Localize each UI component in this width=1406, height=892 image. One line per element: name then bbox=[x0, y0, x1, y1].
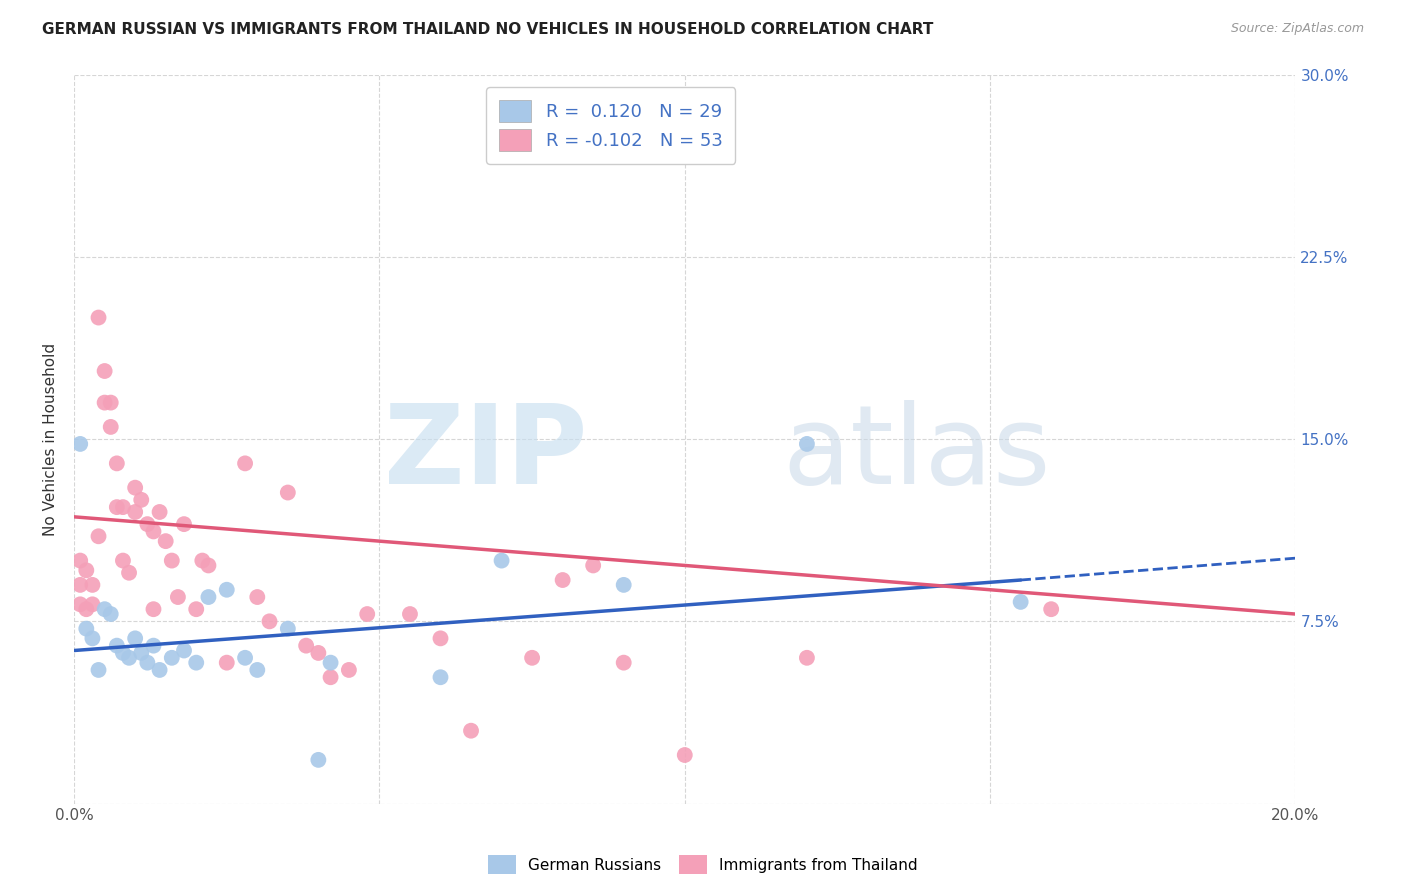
Point bbox=[1040, 602, 1063, 616]
Point bbox=[399, 607, 422, 621]
Point bbox=[796, 650, 818, 665]
Point bbox=[82, 632, 104, 646]
Point bbox=[429, 670, 451, 684]
Point bbox=[93, 364, 115, 378]
Point bbox=[93, 602, 115, 616]
Point bbox=[155, 534, 177, 549]
Point bbox=[100, 607, 122, 621]
Text: GERMAN RUSSIAN VS IMMIGRANTS FROM THAILAND NO VEHICLES IN HOUSEHOLD CORRELATION : GERMAN RUSSIAN VS IMMIGRANTS FROM THAILA… bbox=[42, 22, 934, 37]
Point bbox=[142, 524, 165, 539]
Point bbox=[129, 492, 152, 507]
Point bbox=[796, 437, 818, 451]
Point bbox=[491, 553, 513, 567]
Point bbox=[124, 481, 146, 495]
Point bbox=[246, 663, 269, 677]
Point bbox=[1010, 595, 1032, 609]
Point bbox=[69, 598, 91, 612]
Point bbox=[186, 656, 208, 670]
Point bbox=[246, 590, 269, 604]
Point bbox=[259, 615, 281, 629]
Point bbox=[173, 517, 195, 532]
Point bbox=[118, 650, 141, 665]
Point bbox=[337, 663, 360, 677]
Point bbox=[295, 639, 318, 653]
Point bbox=[75, 622, 97, 636]
Legend: R =  0.120   N = 29, R = -0.102   N = 53: R = 0.120 N = 29, R = -0.102 N = 53 bbox=[486, 87, 735, 164]
Text: ZIP: ZIP bbox=[384, 401, 588, 508]
Point bbox=[69, 578, 91, 592]
Point bbox=[111, 553, 134, 567]
Point bbox=[105, 500, 128, 515]
Point bbox=[215, 656, 238, 670]
Point bbox=[277, 485, 299, 500]
Point bbox=[142, 602, 165, 616]
Point bbox=[82, 598, 104, 612]
Point bbox=[124, 505, 146, 519]
Point bbox=[118, 566, 141, 580]
Point bbox=[191, 553, 214, 567]
Point bbox=[277, 622, 299, 636]
Point bbox=[105, 456, 128, 470]
Point bbox=[149, 663, 172, 677]
Point bbox=[136, 517, 159, 532]
Point bbox=[551, 573, 574, 587]
Point bbox=[429, 632, 451, 646]
Point bbox=[460, 723, 482, 738]
Point bbox=[87, 663, 110, 677]
Point bbox=[149, 505, 172, 519]
Point bbox=[582, 558, 605, 573]
Point bbox=[613, 656, 636, 670]
Y-axis label: No Vehicles in Household: No Vehicles in Household bbox=[44, 343, 58, 535]
Point bbox=[105, 639, 128, 653]
Point bbox=[319, 670, 342, 684]
Point bbox=[129, 646, 152, 660]
Point bbox=[319, 656, 342, 670]
Point bbox=[307, 646, 329, 660]
Point bbox=[160, 650, 183, 665]
Point bbox=[87, 529, 110, 543]
Point bbox=[87, 310, 110, 325]
Text: Source: ZipAtlas.com: Source: ZipAtlas.com bbox=[1230, 22, 1364, 36]
Point bbox=[307, 753, 329, 767]
Point bbox=[75, 563, 97, 577]
Point bbox=[173, 643, 195, 657]
Legend: German Russians, Immigrants from Thailand: German Russians, Immigrants from Thailan… bbox=[482, 849, 924, 880]
Point bbox=[520, 650, 543, 665]
Point bbox=[93, 395, 115, 409]
Point bbox=[124, 632, 146, 646]
Point bbox=[100, 420, 122, 434]
Point bbox=[613, 578, 636, 592]
Point bbox=[215, 582, 238, 597]
Point bbox=[160, 553, 183, 567]
Point bbox=[69, 437, 91, 451]
Point bbox=[197, 558, 219, 573]
Point bbox=[167, 590, 190, 604]
Point bbox=[111, 646, 134, 660]
Point bbox=[233, 650, 256, 665]
Point bbox=[142, 639, 165, 653]
Point bbox=[100, 395, 122, 409]
Point bbox=[69, 553, 91, 567]
Point bbox=[197, 590, 219, 604]
Text: atlas: atlas bbox=[783, 401, 1050, 508]
Point bbox=[82, 578, 104, 592]
Point bbox=[75, 602, 97, 616]
Point bbox=[111, 500, 134, 515]
Point bbox=[356, 607, 378, 621]
Point bbox=[186, 602, 208, 616]
Point bbox=[673, 747, 696, 762]
Point bbox=[233, 456, 256, 470]
Point bbox=[136, 656, 159, 670]
